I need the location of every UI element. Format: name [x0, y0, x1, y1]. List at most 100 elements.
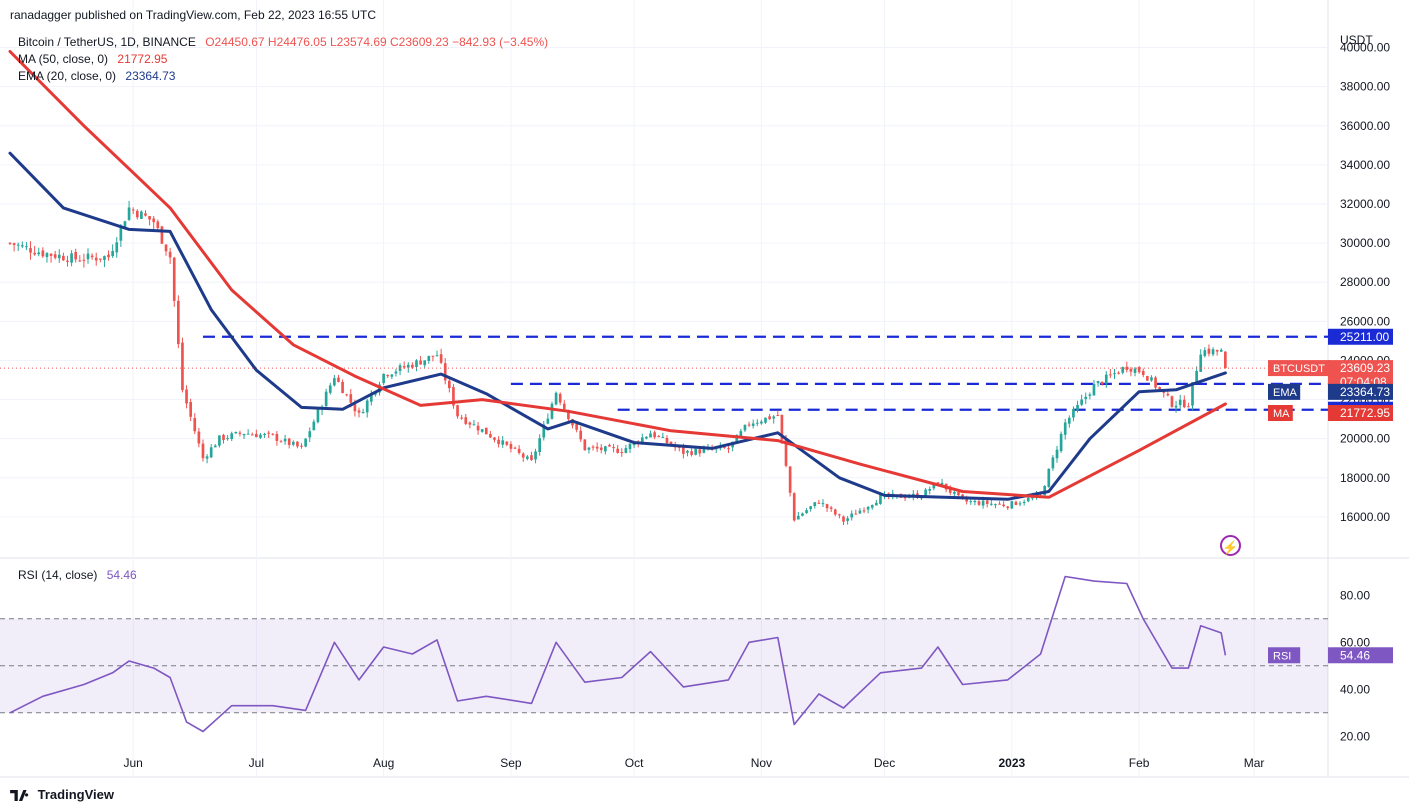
candle-body [723, 446, 726, 448]
symbol-legend: Bitcoin / TetherUS, 1D, BINANCE O24450.6… [18, 35, 548, 49]
candle-body [509, 444, 513, 449]
candle-body [218, 435, 221, 446]
candle-body [583, 439, 587, 451]
candle-body [489, 434, 492, 438]
candle-body [1178, 399, 1182, 406]
candle-body [140, 211, 143, 219]
candle-body [608, 444, 611, 447]
candle-body [168, 251, 172, 258]
candle-body [328, 385, 332, 393]
candle-body [558, 393, 562, 403]
candle-body [98, 258, 102, 260]
candle-body [353, 404, 357, 412]
ma-line [8, 50, 1227, 499]
candle-body [1100, 381, 1104, 385]
candle-body [690, 451, 693, 455]
candle-body [649, 433, 652, 438]
candle-body [747, 424, 751, 426]
candle-body [604, 446, 607, 452]
candle-body [205, 456, 209, 459]
candle-body [222, 434, 225, 440]
candle-body [464, 417, 468, 424]
candle-body [977, 501, 981, 505]
candle-body [193, 418, 197, 432]
candle-body [1018, 503, 1022, 505]
lightning-icon[interactable]: ⚡ [1220, 535, 1241, 556]
candle-body [361, 412, 365, 414]
candle-body [349, 394, 353, 403]
candle-body [998, 503, 1001, 505]
candle-body [226, 438, 229, 440]
candle-body [1191, 382, 1194, 406]
candle-body [755, 422, 759, 424]
candle-body [1117, 372, 1120, 374]
attribution-text: ranadagger published on TradingView.com,… [10, 8, 377, 22]
candle-body [1215, 349, 1219, 352]
candle-body [764, 417, 767, 423]
candle-body [255, 433, 258, 438]
candle-body [312, 421, 316, 431]
candle-body [612, 447, 615, 449]
candle-body [833, 509, 837, 515]
candle-body [587, 447, 591, 450]
candle-body [402, 366, 406, 368]
candle-body [521, 453, 525, 458]
candle-body [1067, 417, 1071, 424]
candle-body [357, 410, 361, 413]
candle-body [702, 448, 706, 453]
candle-body [776, 415, 780, 417]
candle-body [780, 414, 784, 440]
candle-body [263, 433, 266, 435]
time-tick-label: Aug [373, 756, 394, 770]
rsi-legend[interactable]: RSI (14, close) 54.46 [18, 568, 137, 582]
chart-grid [0, 0, 1409, 778]
candle-body [164, 244, 168, 252]
candle-body [772, 416, 776, 419]
horizontal-levels [202, 335, 1328, 411]
candle-body [862, 510, 866, 512]
candle-body [316, 409, 320, 423]
candle-body [1031, 496, 1034, 499]
tradingview-logo[interactable]: TradingView [10, 787, 114, 802]
candle-body [1104, 374, 1108, 384]
ema-legend[interactable]: EMA (20, close, 0) 23364.73 [18, 69, 175, 83]
time-tick-label: 2023 [998, 756, 1025, 770]
price-tick-label: 40000.00 [1340, 41, 1390, 55]
candle-body [25, 246, 28, 248]
candle-body [973, 500, 977, 503]
candle-body [1121, 367, 1125, 373]
candle-body [427, 355, 431, 361]
candle-body [406, 364, 410, 368]
price-tick-label: 32000.00 [1340, 197, 1390, 211]
candle-body [620, 451, 624, 453]
candle-body [546, 418, 550, 424]
time-tick-label: Oct [625, 756, 644, 770]
candle-body [513, 447, 517, 449]
candle-body [813, 502, 817, 507]
symbol-title[interactable]: Bitcoin / TetherUS, 1D, BINANCE [18, 35, 196, 49]
ema-badge-tag [1268, 383, 1301, 400]
candle-body [784, 439, 788, 466]
candle-body [1150, 377, 1153, 381]
candle-body [411, 364, 414, 368]
candle-body [1219, 349, 1223, 352]
candle-body [49, 253, 53, 256]
rsi-tick-label: 20.00 [1340, 729, 1370, 743]
candle-body [185, 389, 188, 404]
ma-legend[interactable]: MA (50, close, 0) 21772.95 [18, 52, 167, 66]
candle-body [985, 500, 989, 504]
ema-badge-tag-text: EMA [1273, 387, 1298, 399]
candle-body [230, 433, 234, 440]
candle-body [517, 448, 521, 453]
candle-body [1026, 497, 1030, 502]
time-tick-label: Nov [751, 756, 772, 770]
candlesticks[interactable] [8, 200, 1227, 526]
candle-body [86, 253, 90, 260]
candle-body [739, 431, 743, 437]
ema-line [8, 151, 1227, 501]
candle-body [743, 424, 747, 431]
candle-body [431, 355, 435, 357]
candle-body [135, 210, 139, 218]
candle-body [879, 495, 882, 504]
candle-body [123, 221, 127, 228]
